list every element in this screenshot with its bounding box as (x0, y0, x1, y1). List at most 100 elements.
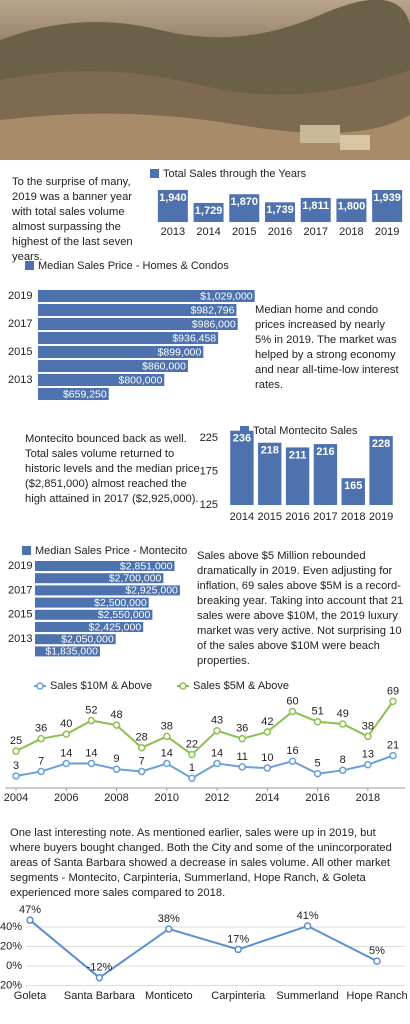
bar (35, 597, 149, 608)
header-photo (0, 0, 410, 160)
value-label: 14 (211, 747, 223, 759)
value-label: -12% (87, 962, 113, 974)
bar (300, 197, 331, 222)
chart-title: Median Sales Price - Homes & Condos (38, 260, 229, 272)
value-label: 7 (139, 755, 145, 767)
x-tick-label: 2014 (230, 511, 254, 523)
y-tick-label: 2019 (8, 290, 32, 302)
value-label: 43 (211, 715, 223, 727)
value-label: $2,700,000 (109, 572, 162, 584)
value-label: 14 (161, 747, 173, 759)
x-tick-label: 2015 (232, 226, 256, 238)
value-label: 13 (362, 749, 374, 761)
data-point (26, 916, 34, 924)
legend-label: Sales $10M & Above (50, 680, 152, 692)
bar (38, 318, 238, 330)
data-point (338, 720, 347, 728)
value-label: 51 (311, 706, 323, 718)
data-point (188, 774, 196, 782)
value-label: 16 (286, 745, 298, 757)
legend-marker (36, 682, 44, 690)
value-label: 25 (10, 735, 22, 747)
y-tick-label: 2019 (8, 560, 32, 572)
x-tick-label: 2016 (285, 511, 309, 523)
x-tick-label: 2014 (255, 792, 279, 804)
value-label: 21 (387, 740, 399, 752)
data-point (364, 760, 372, 769)
value-label: $899,000 (158, 346, 202, 358)
x-tick-label: 2019 (375, 226, 399, 238)
data-point (95, 973, 104, 982)
x-tick-label: 2008 (104, 792, 128, 804)
x-tick-label: 2013 (161, 226, 185, 238)
legend-swatch (22, 546, 31, 555)
value-label: $2,425,000 (89, 621, 142, 633)
bar (285, 447, 310, 505)
y-tick-label: -20% (0, 979, 22, 991)
value-label: 38% (158, 913, 180, 925)
data-point (389, 697, 397, 706)
value-label: 40 (60, 718, 72, 730)
bar (341, 478, 365, 505)
data-point (313, 769, 322, 778)
x-tick-label: 2006 (54, 792, 78, 804)
value-label: $982,796 (191, 304, 235, 316)
value-label: 1,939 (373, 192, 401, 204)
data-point (263, 728, 272, 736)
y-tick-label: 225 (200, 432, 218, 444)
value-label: 9 (113, 753, 119, 765)
value-label: 216 (316, 446, 334, 458)
x-tick-label: 2010 (155, 792, 179, 804)
bar (35, 585, 180, 596)
chart-title: Total Montecito Sales (253, 425, 358, 437)
value-label: $659,250 (63, 388, 107, 400)
data-point (165, 925, 173, 933)
bar (35, 609, 153, 620)
value-label: 8 (340, 754, 346, 766)
chart-title: Total Sales through the Years (163, 168, 307, 180)
bar (35, 634, 116, 645)
value-label: 3 (13, 760, 19, 772)
value-label: 14 (60, 747, 72, 759)
data-point (37, 734, 45, 743)
value-label: 228 (372, 438, 390, 450)
data-point (62, 759, 71, 768)
x-tick-label: 2018 (339, 226, 363, 238)
bar (230, 430, 254, 505)
x-tick-label: 2018 (356, 792, 380, 804)
data-point (234, 945, 242, 954)
series-line (15, 700, 394, 756)
data-point (364, 732, 372, 741)
value-label: 22 (186, 738, 198, 750)
data-point (213, 759, 221, 768)
data-point (87, 716, 96, 725)
y-tick-label: 2013 (8, 374, 32, 386)
data-point (112, 765, 121, 773)
x-tick-label: 2019 (369, 511, 393, 523)
bar (157, 189, 188, 222)
value-label: 1,811 (302, 200, 329, 212)
legend-marker (179, 682, 187, 690)
legend-swatch (150, 169, 159, 178)
value-label: 69 (387, 685, 399, 697)
value-label: $2,925,000 (125, 585, 178, 597)
paragraph: To the surprise of many, 2019 was a bann… (12, 176, 133, 263)
data-point (137, 767, 146, 776)
value-label: 42 (261, 716, 273, 728)
value-label: 49 (337, 708, 349, 720)
paragraph: Sales above $5 Million rebounded dramati… (197, 550, 404, 667)
data-point (338, 766, 347, 775)
bar (265, 202, 295, 222)
data-point (238, 763, 246, 771)
data-point (37, 767, 45, 776)
bar (229, 194, 260, 222)
y-tick-label: 2015 (8, 346, 32, 358)
bar (372, 189, 403, 222)
y-tick-label: 175 (200, 465, 218, 477)
paragraph: Montecito bounced back as well. Total sa… (25, 433, 200, 505)
value-label: 1,729 (195, 205, 223, 217)
data-point (112, 721, 121, 729)
data-point (313, 717, 322, 726)
value-label: 36 (236, 723, 248, 735)
value-label: $936,458 (172, 332, 216, 344)
